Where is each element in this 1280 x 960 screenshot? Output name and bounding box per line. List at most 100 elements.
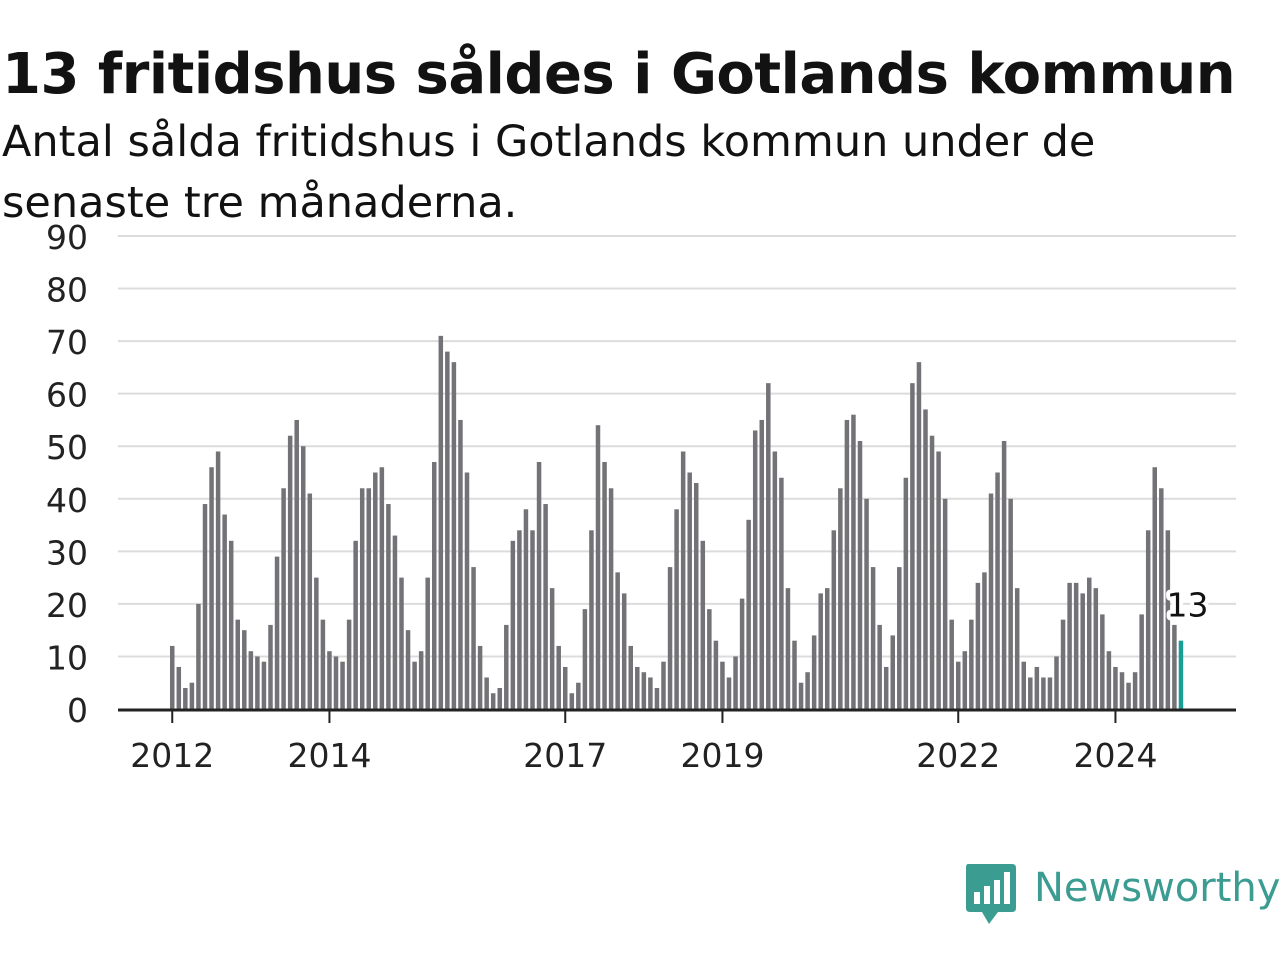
bar: [333, 656, 339, 709]
bar-chart: 0 10 20 30 40 50 60 70 80 90 2012 2014 2017 2019 2022…: [46, 218, 1236, 775]
bar: [1132, 672, 1138, 709]
bar: [700, 540, 706, 709]
bar: [949, 619, 954, 709]
bar: [576, 682, 581, 709]
bar: [497, 687, 502, 709]
bar: [471, 567, 476, 709]
bar: [530, 530, 535, 709]
bar: [549, 588, 555, 709]
bar: [883, 666, 889, 709]
bar: [1093, 588, 1099, 709]
bar: [910, 383, 915, 709]
bar: [202, 504, 208, 709]
bar: [1028, 677, 1033, 709]
bar: [1113, 666, 1118, 709]
bar: [536, 461, 542, 709]
bar: [183, 687, 188, 709]
x-tick-label: 2012: [130, 736, 214, 775]
bar: [261, 661, 267, 709]
bar: [877, 624, 882, 709]
bar: [602, 461, 607, 709]
bar: [242, 630, 247, 709]
bar: [956, 661, 961, 709]
bar: [595, 425, 601, 709]
bar: [779, 477, 784, 709]
bar: [504, 624, 509, 709]
brand-name: Newsworthy: [1034, 865, 1280, 911]
bar: [661, 661, 666, 709]
bar: [248, 651, 254, 709]
bar: [294, 419, 299, 709]
bar: [890, 635, 895, 709]
y-tick-label: 0: [67, 691, 88, 730]
bar: [392, 535, 398, 709]
bar: [1100, 614, 1105, 709]
bar: [746, 519, 751, 709]
bar: [1126, 682, 1131, 709]
bar: [543, 504, 548, 709]
annotation-label: 13: [1167, 586, 1209, 625]
bar: [648, 677, 653, 709]
y-axis-ticks: 0 10 20 30 40 50 60 70 80 90: [46, 218, 88, 730]
bar: [818, 593, 823, 709]
bar: [608, 488, 614, 709]
bar: [1021, 661, 1026, 709]
bar: [726, 677, 732, 709]
y-tick-label: 90: [46, 218, 88, 257]
bar: [359, 488, 365, 709]
bar: [438, 335, 444, 709]
bar: [589, 530, 594, 709]
bar: [451, 362, 457, 709]
bar: [209, 467, 214, 709]
bar: [1119, 672, 1125, 709]
bar: [196, 603, 201, 709]
bar: [936, 451, 941, 709]
bar: [477, 645, 483, 709]
bar: [707, 609, 712, 709]
bar: [1060, 619, 1066, 709]
bar: [1008, 498, 1013, 709]
bar: [235, 619, 240, 709]
bar: [215, 451, 221, 709]
bar: [1067, 582, 1072, 709]
bar: [870, 567, 876, 709]
bar: [445, 351, 450, 709]
bar: [484, 677, 489, 709]
y-tick-label: 10: [46, 638, 88, 677]
bar: [1080, 593, 1085, 709]
bar: [811, 635, 817, 709]
bar: [615, 572, 620, 709]
bar: [1034, 666, 1040, 709]
chart-title: 13 fritidshus såldes i Gotlands kommun: [2, 42, 1236, 107]
bar: [346, 619, 352, 709]
bar: [274, 556, 280, 709]
bar: [569, 693, 575, 709]
bar: [405, 630, 411, 709]
bar: [510, 540, 516, 709]
bar: [320, 619, 326, 709]
y-tick-label: 80: [46, 271, 88, 310]
x-tick-label: 2019: [680, 736, 764, 775]
bar: [975, 582, 981, 709]
y-tick-label: 50: [46, 428, 88, 467]
value-annotation: 13: [1163, 582, 1213, 629]
bar: [674, 509, 679, 709]
bar: [1041, 677, 1046, 709]
bar: [825, 588, 830, 709]
bar: [694, 483, 699, 709]
bar: [556, 645, 561, 709]
bar: [929, 435, 935, 709]
bar: [490, 693, 496, 709]
bar: [680, 451, 686, 709]
bar: [1152, 467, 1157, 709]
x-tick-label: 2022: [916, 736, 1000, 775]
x-tick-label: 2024: [1073, 736, 1157, 775]
bar: [916, 362, 922, 709]
bar: [517, 530, 522, 709]
bar: [1087, 577, 1092, 709]
bar: [942, 498, 948, 709]
bar: [176, 666, 182, 709]
bar: [301, 446, 306, 709]
bar: [353, 540, 358, 709]
bar: [752, 430, 758, 709]
